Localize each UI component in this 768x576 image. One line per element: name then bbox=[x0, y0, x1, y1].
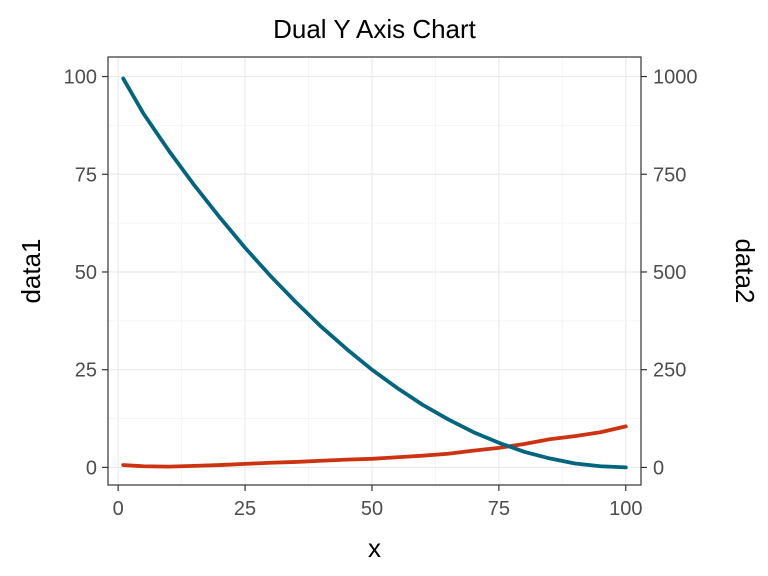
y-tick-label-right: 750 bbox=[653, 164, 686, 186]
x-tick-label: 100 bbox=[609, 498, 642, 520]
x-tick-label: 25 bbox=[234, 498, 256, 520]
y-tick-label-right: 250 bbox=[653, 360, 686, 382]
series-line-data2 bbox=[121, 76, 628, 470]
plot-panel-border bbox=[107, 56, 642, 486]
chart-title: Dual Y Axis Chart bbox=[273, 14, 477, 44]
x-axis-title: x bbox=[368, 533, 381, 563]
x-tick-label: 50 bbox=[361, 498, 383, 520]
series-layer bbox=[121, 76, 628, 470]
y-tick-label-left: 25 bbox=[75, 360, 97, 382]
y-tick-label-left: 50 bbox=[75, 262, 97, 284]
x-tick-label: 75 bbox=[488, 498, 510, 520]
y-axis-title-left: data1 bbox=[16, 238, 46, 303]
y-tick-label-left: 0 bbox=[86, 457, 97, 479]
y-tick-label-left: 100 bbox=[64, 67, 97, 89]
x-tick-label: 0 bbox=[113, 498, 124, 520]
y-axis-title-right: data2 bbox=[730, 238, 760, 303]
y-tick-label-right: 0 bbox=[653, 457, 664, 479]
y-tick-label-left: 75 bbox=[75, 164, 97, 186]
series-line-data1 bbox=[121, 424, 628, 469]
grid bbox=[108, 57, 641, 485]
y-tick-label-right: 1000 bbox=[653, 67, 698, 89]
y-tick-label-right: 500 bbox=[653, 262, 686, 284]
